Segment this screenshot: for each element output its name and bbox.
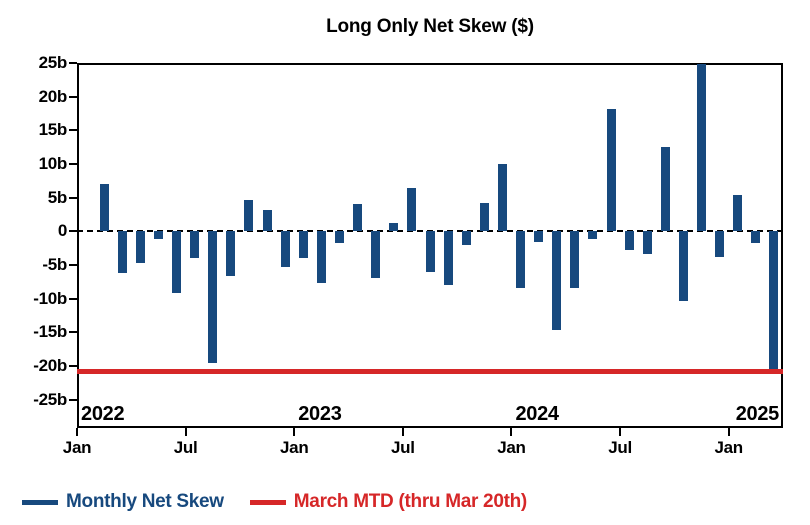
bar: [153, 231, 163, 239]
bar: [606, 108, 616, 232]
bar: [660, 146, 670, 232]
y-tick-label: 25b: [38, 53, 68, 72]
bar: [316, 231, 326, 283]
x-tick-label: Jul: [173, 438, 198, 457]
y-tick-label: -15b: [33, 322, 67, 342]
chart-title: Long Only Net Skew ($): [326, 16, 534, 37]
bar: [697, 64, 707, 232]
bar: [298, 231, 308, 259]
bar: [642, 231, 652, 254]
bar: [733, 194, 743, 232]
bar: [516, 231, 525, 288]
bar: [497, 164, 507, 232]
bar: [588, 231, 598, 239]
y-tick-mark: [69, 62, 77, 64]
bar: [624, 231, 634, 251]
bar: [99, 184, 109, 232]
x-tick-mark: [76, 428, 78, 436]
y-tick-label: 0: [57, 221, 67, 241]
bar: [334, 231, 344, 243]
bar: [135, 231, 145, 263]
y-tick-mark: [69, 331, 77, 334]
y-tick-mark: [69, 95, 77, 98]
bar: [172, 231, 182, 293]
y-tick-mark: [69, 365, 77, 368]
bar: [244, 200, 254, 232]
bar: [570, 231, 580, 288]
x-tick-label: Jul: [391, 438, 415, 457]
bar: [443, 231, 453, 285]
x-tick-label: Jul: [608, 438, 632, 457]
march-mtd-line-swatch: [249, 499, 286, 505]
x-tick-mark: [727, 428, 730, 436]
x-tick-label: Jan: [497, 438, 526, 457]
x-tick-mark: [401, 428, 404, 436]
x-tick-mark: [293, 428, 296, 436]
bar: [262, 210, 272, 232]
x-tick-label: Jan: [62, 438, 92, 457]
bar: [353, 203, 363, 232]
bar: [769, 231, 779, 372]
y-tick-mark: [69, 196, 77, 199]
y-tick-mark: [69, 129, 77, 132]
year-label: 2025: [735, 403, 780, 425]
y-tick-mark: [69, 398, 77, 401]
x-tick-mark: [510, 428, 513, 436]
bar: [425, 231, 435, 273]
bar: [407, 188, 417, 232]
legend: Monthly Net Skew March MTD (thru Mar 20t…: [22, 491, 553, 513]
year-label: 2022: [81, 403, 125, 425]
bar: [534, 231, 544, 243]
bar: [371, 231, 381, 278]
bar: [751, 231, 761, 244]
y-tick-mark: [69, 230, 77, 233]
legend-item-monthly-net-skew: Monthly Net Skew: [22, 491, 224, 513]
x-tick-mark: [619, 428, 622, 436]
bar: [190, 231, 200, 258]
y-tick-label: -25b: [33, 389, 67, 409]
legend-label-march-mtd: March MTD (thru Mar 20th): [293, 491, 527, 512]
bar: [715, 231, 725, 257]
bar: [117, 231, 127, 274]
x-tick-label: Jan: [714, 438, 743, 457]
y-tick-mark: [69, 163, 77, 165]
bar: [226, 231, 236, 276]
x-tick-label: Jan: [280, 438, 309, 457]
legend-item-march-mtd: March MTD (thru Mar 20th): [249, 491, 527, 513]
y-tick-mark: [69, 264, 77, 267]
y-tick-label: 10b: [38, 154, 68, 173]
bar: [479, 203, 489, 232]
year-label: 2023: [298, 403, 342, 425]
monthly-net-skew-line-swatch: [22, 499, 58, 505]
y-tick-label: 15b: [38, 120, 68, 140]
march-mtd-line: [77, 368, 783, 374]
y-tick-label: 20b: [38, 86, 68, 106]
bar: [678, 231, 688, 301]
bar: [280, 231, 290, 268]
y-tick-label: -5b: [42, 255, 67, 275]
y-tick-mark: [69, 297, 77, 300]
bar: [389, 222, 399, 232]
bar: [461, 231, 471, 246]
bar: [552, 231, 562, 331]
year-label: 2024: [515, 403, 559, 425]
y-tick-label: -10b: [33, 288, 67, 308]
y-tick-label: 5b: [47, 187, 68, 207]
y-tick-label: -20b: [33, 356, 67, 376]
bar: [208, 231, 218, 363]
x-tick-mark: [184, 428, 187, 436]
legend-label-monthly-net-skew: Monthly Net Skew: [66, 491, 224, 512]
